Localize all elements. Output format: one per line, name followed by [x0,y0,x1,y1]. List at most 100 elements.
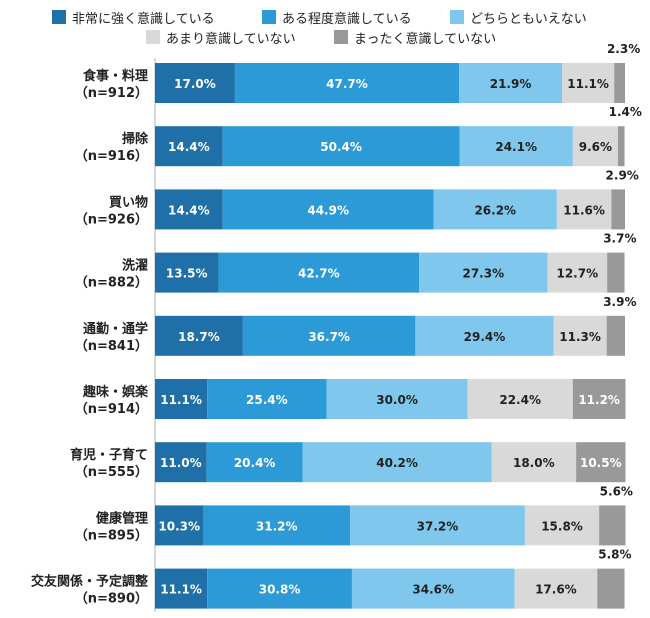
bar-segment [155,63,235,103]
data-label: 11.1% [160,583,202,597]
bar-segment [606,315,625,356]
data-label: 27.3% [462,267,504,281]
bar-segment [459,126,573,167]
bar-segment [491,442,577,483]
bar-segment [350,505,525,546]
data-label: 14.4% [168,203,210,217]
bar-segment [514,568,598,609]
data-label: 30.0% [376,393,418,407]
data-label: 24.1% [495,140,537,154]
data-label: 11.6% [563,203,605,217]
data-label: 31.2% [256,519,298,533]
data-label: 30.8% [259,583,301,597]
category-label: 食事・料理 [83,68,148,84]
bar-segment [155,505,204,546]
bar-segment [222,126,460,167]
category-sample-size: （n=926） [75,211,148,227]
legend-swatch-not-much [146,30,160,44]
bar-segment [467,379,573,419]
bar-segment [611,189,625,230]
data-label: 40.2% [376,456,418,470]
data-label: 36.7% [308,330,350,344]
bar-segment [155,568,208,609]
data-label: 34.6% [412,583,454,597]
data-label-outside: 1.4% [609,105,642,119]
bar-segment [617,126,625,167]
data-label: 44.9% [307,203,349,217]
data-label-outside: 3.7% [603,232,636,246]
bar-segment [203,505,351,546]
bar-segment [576,442,626,483]
bar-segment [155,442,207,483]
legend-swatch-very-strong [52,10,66,24]
legend-swatch-not-at-all [334,30,348,44]
bar-segment [222,189,434,230]
legend-label-very-strong: 非常に強く意識している [72,11,215,27]
legend-label-somewhat: ある程度意識している [282,11,412,27]
bar-segment [234,63,460,103]
bar-segment [556,189,612,230]
legend-label-not-at-all: まったく意識していない [354,31,497,47]
data-label-outside: 2.9% [606,168,639,182]
bar-segment [218,252,420,293]
bar-segment [155,379,208,419]
legend: 非常に強く意識している ある程度意識している どちらともいえない あまり意識して… [0,0,650,50]
category-sample-size: （n=841） [75,338,148,354]
data-label: 42.7% [298,267,340,281]
data-label: 20.4% [234,456,276,470]
bar-segment [326,379,468,419]
data-label: 47.7% [326,77,368,91]
data-label: 21.9% [490,77,532,91]
data-label: 11.1% [567,77,609,91]
bar-segment [433,189,557,230]
data-label: 10.3% [158,519,200,533]
legend-swatch-somewhat [262,10,276,24]
bar-segment [547,252,608,293]
data-label: 22.4% [499,393,541,407]
bar-segment [302,442,492,483]
data-label: 17.0% [174,77,216,91]
bar-segment [572,379,626,419]
data-label: 12.7% [556,267,598,281]
category-label: 通勤・通学 [83,321,148,337]
category-sample-size: （n=914） [75,401,148,417]
category-sample-size: （n=912） [75,85,148,101]
bar-segment [553,315,607,356]
category-sample-size: （n=890） [75,591,148,607]
bar-segment [597,568,625,609]
data-label-outside: 5.8% [598,548,631,562]
bar-segment [524,505,600,546]
data-label-outside: 5.6% [600,484,633,498]
category-sample-size: （n=916） [75,148,148,164]
bar-segment [155,189,223,230]
data-label: 15.8% [541,519,583,533]
legend-item-somewhat: ある程度意識している [262,8,412,27]
data-label: 26.2% [474,203,516,217]
data-label: 11.2% [578,393,620,407]
category-label: 趣味・娯楽 [82,384,149,400]
data-label: 11.0% [160,456,202,470]
category-label: 掃除 [122,131,149,147]
data-label: 9.6% [579,140,612,154]
bar-segment [207,568,352,609]
legend-label-not-much: あまり意識していない [166,31,296,47]
bar-segment [415,315,554,356]
data-label: 17.6% [535,583,577,597]
data-label: 11.1% [160,393,202,407]
category-label: 買い物 [109,194,148,210]
data-label: 18.7% [178,330,220,344]
bar-segment [572,126,618,167]
bar-segment [614,63,625,103]
data-label: 11.3% [559,330,601,344]
bar-segment [207,379,327,419]
bar-segment [206,442,303,483]
bar-segment [155,252,219,293]
category-label: 洗濯 [122,258,148,274]
data-label: 50.4% [320,140,362,154]
bar-segment [607,252,625,293]
data-label-outside: 2.3% [607,42,640,56]
bar-segment [562,63,615,103]
data-label: 14.4% [168,140,210,154]
category-label: 交友関係・予定調整 [31,574,149,590]
